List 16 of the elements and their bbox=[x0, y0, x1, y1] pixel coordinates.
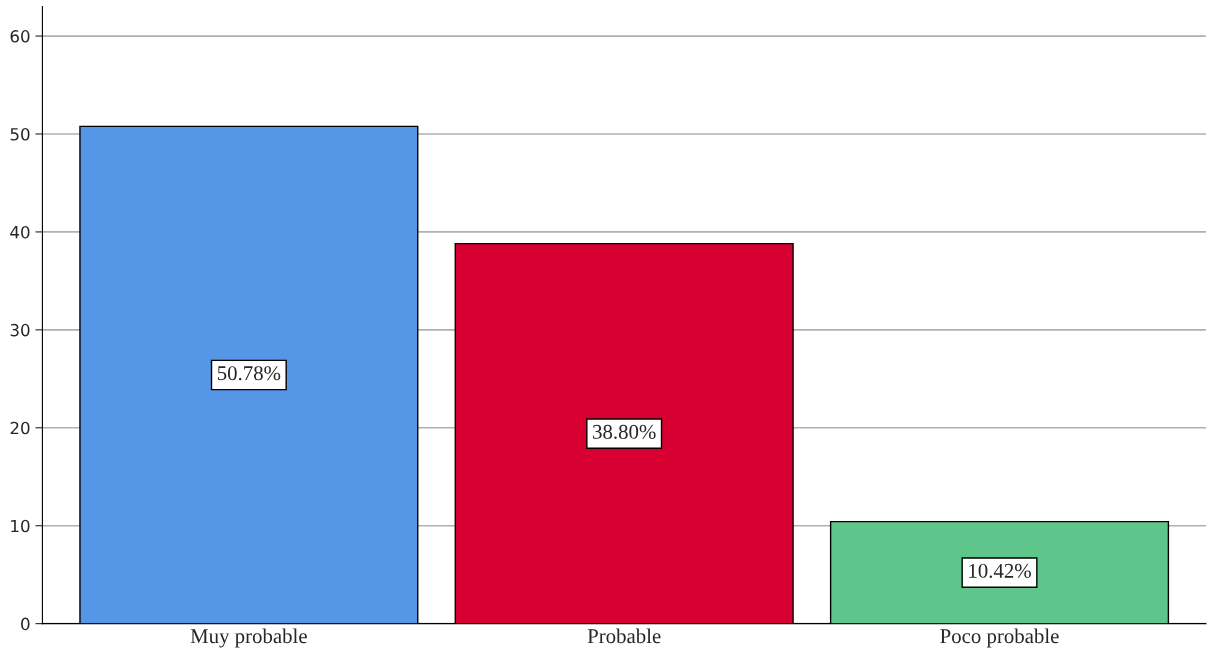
bar bbox=[829, 520, 1170, 624]
y-tick-label: 40 bbox=[10, 225, 30, 239]
y-tick-label: 50 bbox=[10, 127, 30, 141]
y-tick-label: 0 bbox=[21, 617, 30, 631]
bar bbox=[454, 242, 794, 624]
bar bbox=[79, 125, 419, 624]
y-tick-label: 30 bbox=[10, 323, 30, 337]
x-tick-label: Probable bbox=[587, 628, 661, 644]
y-tick-label: 10 bbox=[11, 519, 30, 533]
data-label: 50.78% bbox=[217, 366, 281, 381]
x-tick-label: Poco probable bbox=[940, 628, 1059, 648]
data-label: 38.80% bbox=[593, 424, 656, 439]
data-label: 10.42% bbox=[969, 563, 1031, 578]
y-tick-label: 20 bbox=[10, 421, 30, 435]
y-tick-label: 60 bbox=[10, 30, 30, 43]
x-tick-label: Muy probable bbox=[190, 628, 307, 648]
